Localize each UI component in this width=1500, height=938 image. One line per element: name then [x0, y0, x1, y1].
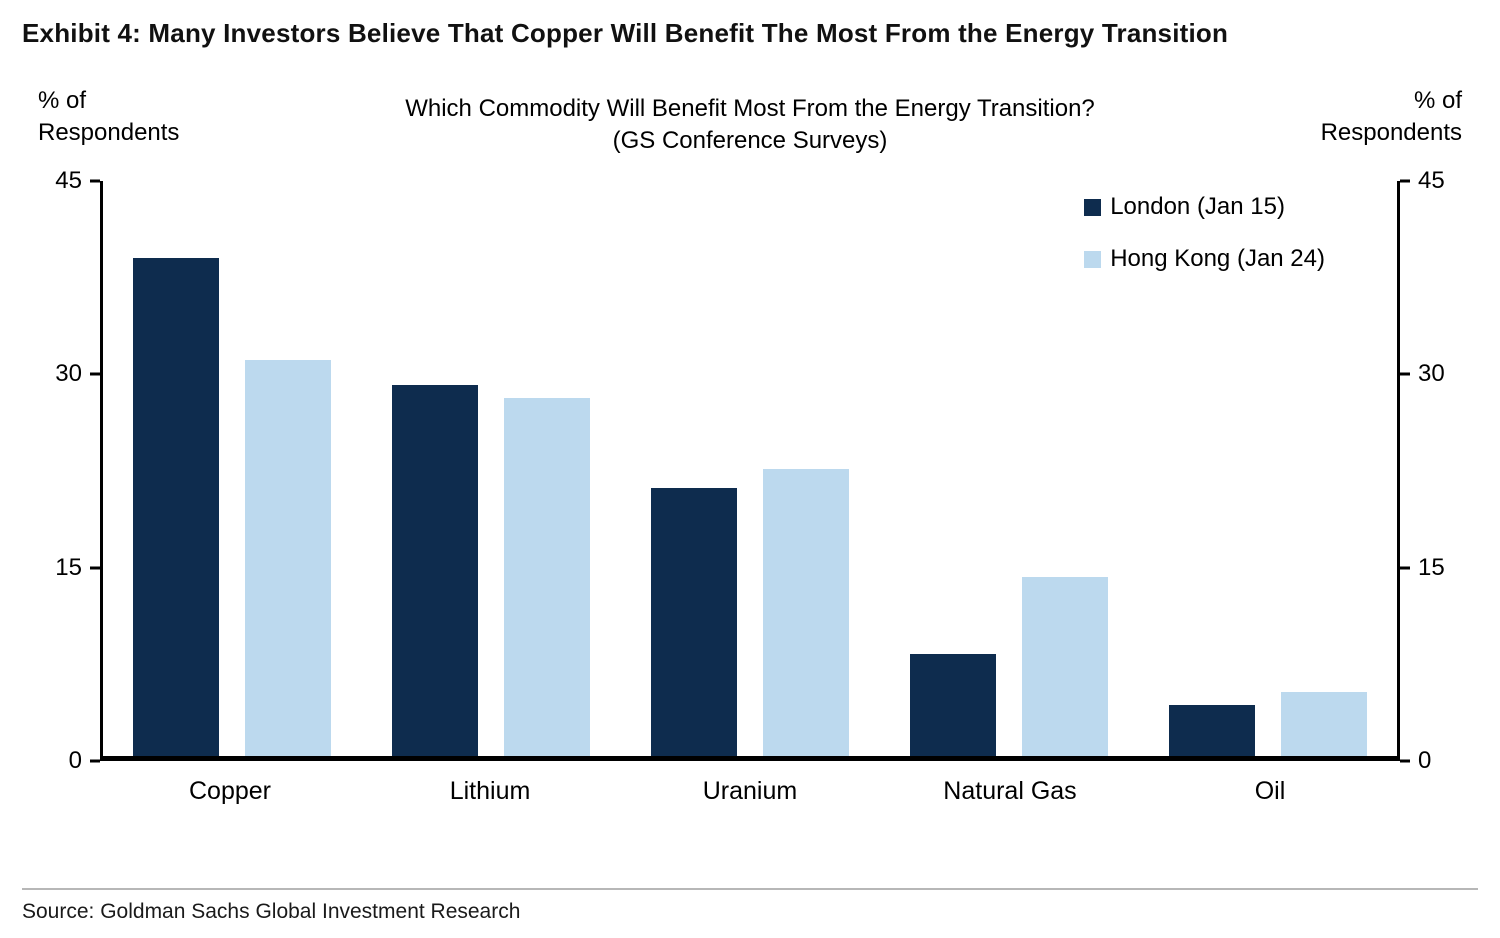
legend-label-london: London (Jan 15): [1110, 193, 1285, 220]
plot-row: 0 15 30 45 London (Jan 15) Hong Kong (Jan 2…: [30, 169, 1470, 773]
ytick-mark-left-0: [90, 759, 100, 763]
ytick-left-45: 45: [55, 167, 82, 194]
ytick-right-15: 15: [1418, 553, 1445, 581]
bar-london-jan-15--uranium: [650, 487, 737, 756]
chart-subtitle: (GS Conference Surveys): [612, 127, 888, 155]
yaxis-right: 0 15 30 45: [1400, 169, 1470, 773]
bar-hong-kong-jan-24--lithium: [504, 398, 591, 756]
source-note: Source: Goldman Sachs Global Investment …: [22, 900, 521, 923]
category-label-natural-gas: Natural Gas: [943, 777, 1077, 805]
legend-swatch-hong-kong: [1084, 250, 1102, 268]
category-label-lithium: Lithium: [449, 777, 531, 805]
bar-groups: [103, 181, 1397, 756]
bar-london-jan-15--copper: [133, 257, 220, 756]
category-label-uranium: Uranium: [702, 777, 798, 805]
ytick-mark-right-0: [1400, 759, 1410, 763]
bar-hong-kong-jan-24--uranium: [762, 468, 849, 756]
ytick-right-30: 30: [1418, 360, 1445, 388]
category-row-right-spacer: [1400, 777, 1470, 806]
ytick-mark-left-45: [90, 179, 100, 183]
bar-group-uranium: [621, 181, 880, 756]
bar-london-jan-15--lithium: [392, 385, 479, 756]
bar-group-lithium: [362, 181, 621, 756]
ytick-right-45: 45: [1418, 167, 1445, 194]
bar-hong-kong-jan-24--natural-gas: [1021, 577, 1108, 756]
bar-london-jan-15--natural-gas: [909, 653, 996, 756]
ytick-mark-right-30: [1400, 372, 1410, 376]
ytick-left-15: 15: [55, 553, 82, 581]
legend-item-hong-kong: Hong Kong (Jan 24): [1084, 245, 1325, 273]
bar-group-natural-gas: [879, 181, 1138, 756]
ytick-left-30: 30: [55, 360, 82, 388]
bar-hong-kong-jan-24--copper: [245, 359, 332, 756]
bar-group-copper: [103, 181, 362, 756]
legend-label-hong-kong: Hong Kong (Jan 24): [1110, 245, 1325, 272]
chart-header: % of Respondents Which Commodity Will Be…: [30, 85, 1470, 181]
category-label-copper: Copper: [189, 777, 271, 805]
chart: % of Respondents Which Commodity Will Be…: [22, 85, 1478, 806]
chart-title: Which Commodity Will Benefit Most From t…: [405, 95, 1095, 122]
ytick-mark-left-30: [90, 372, 100, 376]
bar-group-oil: [1138, 181, 1397, 756]
exhibit-title: Exhibit 4: Many Investors Believe That C…: [22, 18, 1229, 48]
bar-london-jan-15--oil: [1168, 704, 1255, 756]
category-labels: Copper Lithium Uranium Natural Gas Oil: [100, 777, 1400, 806]
ytick-mark-left-15: [90, 566, 100, 570]
ytick-left-0: 0: [68, 747, 82, 774]
legend: London (Jan 15) Hong Kong (Jan 24): [1084, 193, 1325, 273]
footer-divider: [22, 888, 1478, 890]
chart-title-block: Which Commodity Will Benefit Most From t…: [30, 93, 1470, 158]
category-row: Copper Lithium Uranium Natural Gas Oil: [30, 777, 1470, 806]
plot-area: London (Jan 15) Hong Kong (Jan 24): [100, 181, 1400, 761]
legend-item-london: London (Jan 15): [1084, 193, 1325, 221]
category-label-oil: Oil: [1254, 777, 1286, 805]
footer: Source: Goldman Sachs Global Investment …: [22, 888, 1478, 932]
category-row-left-spacer: [30, 777, 100, 806]
right-axis-caption: % of Respondents: [1320, 87, 1462, 147]
ytick-right-0: 0: [1418, 747, 1432, 774]
yaxis-left: 0 15 30 45: [30, 169, 100, 773]
ytick-mark-right-15: [1400, 566, 1410, 570]
left-axis-caption: % of Respondents: [38, 87, 180, 147]
legend-swatch-london: [1084, 198, 1102, 216]
ytick-mark-right-45: [1400, 179, 1410, 183]
bar-hong-kong-jan-24--oil: [1280, 692, 1367, 756]
